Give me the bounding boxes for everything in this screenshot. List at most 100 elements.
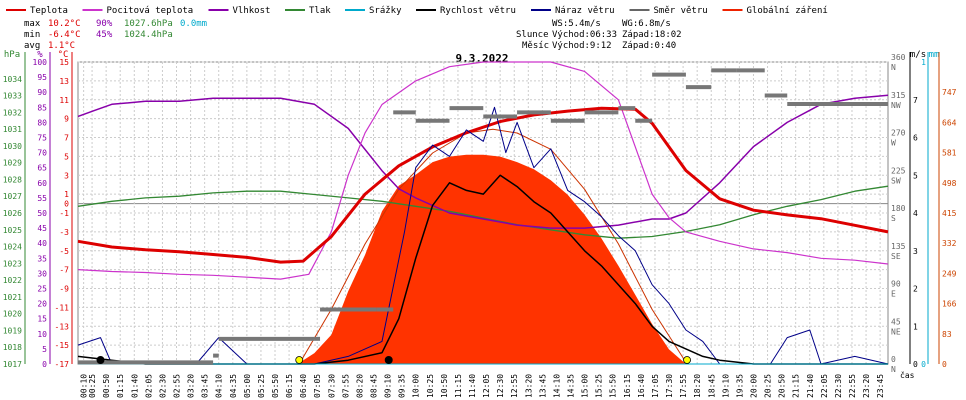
wind-dir-label-8: N [891, 63, 896, 72]
wind-speed-axis-tick-7: 7 [913, 96, 918, 105]
humidity-axis-tick-3: 15 [37, 315, 47, 324]
x-tick-label-37: 15:25 [595, 374, 604, 398]
temperature-axis-tick-4: -9 [59, 285, 69, 294]
radiation-axis-tick-1: 83 [942, 330, 952, 339]
legend-label-8: Globální záření [747, 6, 828, 16]
x-tick-label-47: 19:35 [735, 374, 744, 398]
info-sun-set: Západ:18:02 [622, 30, 682, 40]
temperature-axis-tick-14: 9 [64, 115, 69, 124]
temperature-axis-tick-16: 13 [59, 77, 69, 86]
x-tick-label-9: 03:45 [201, 374, 210, 398]
pressure-axis-tick-8: 1025 [3, 226, 22, 235]
pressure-axis-tick-0: 1017 [3, 360, 22, 369]
pressure-axis-tick-5: 1022 [3, 276, 22, 285]
temperature-axis-tick-3: -11 [55, 303, 70, 312]
legend-label-2: Vlhkost [233, 6, 271, 16]
x-tick-label-42: 17:30 [665, 374, 674, 398]
series-radiation-area [297, 154, 686, 364]
stat-min-temp: -6.4°C [48, 30, 81, 40]
wind-dir-tick-4: 180 [891, 204, 906, 213]
wind-dir-label-4: S [891, 214, 896, 223]
wind-dir-tick-7: 315 [891, 91, 906, 100]
info-moon-rise: Východ:9:12 [552, 41, 612, 51]
temperature-axis-tick-15: 11 [59, 96, 69, 105]
wind-dir-tick-3: 135 [891, 242, 906, 251]
wind-speed-axis-tick-5: 5 [913, 171, 918, 180]
temperature-axis-tick-17: 15 [59, 58, 69, 67]
x-tick-label-35: 14:35 [567, 374, 576, 398]
pressure-axis-tick-12: 1029 [3, 159, 22, 168]
x-tick-label-50: 20:50 [778, 374, 787, 398]
x-tick-label-21: 08:45 [370, 374, 379, 398]
legend: Teplota Pocitová teplota Vlhkost Tlak Srážky… [6, 6, 828, 16]
pressure-axis-tick-4: 1021 [3, 293, 22, 302]
x-tick-label-10: 04:10 [215, 374, 224, 398]
x-tick-label-13: 05:25 [257, 374, 266, 398]
humidity-axis-tick-13: 65 [37, 164, 47, 173]
x-tick-label-41: 17:05 [651, 374, 660, 398]
temperature-axis-tick-1: -15 [55, 341, 70, 350]
wind-dir-tick-5: 225 [891, 166, 906, 175]
wind-speed-axis-tick-1: 1 [913, 322, 918, 331]
x-tick-label-27: 11:15 [454, 374, 463, 398]
humidity-axis-tick-19: 95 [37, 73, 47, 82]
x-tick-label-51: 21:15 [792, 374, 801, 398]
x-tick-label-12: 05:00 [243, 374, 252, 398]
x-tick-label-30: 12:30 [496, 374, 505, 398]
temperature-axis-tick-9: 0 [64, 200, 69, 209]
wind-dir-label-2: E [891, 290, 896, 299]
pressure-axis-tick-15: 1032 [3, 108, 22, 117]
x-tick-label-40: 16:40 [637, 374, 646, 398]
wind-speed-axis-tick-3: 3 [913, 247, 918, 256]
x-tick-label-49: 20:25 [764, 374, 773, 398]
wind-dir-tick-1: 45 [891, 317, 901, 326]
x-tick-label-19: 07:55 [341, 374, 350, 398]
pressure-axis-unit: hPa [4, 50, 20, 60]
x-tick-label-31: 12:55 [510, 374, 519, 398]
info-sun-label: Slunce [516, 30, 549, 40]
x-tick-label-44: 18:20 [693, 374, 702, 398]
x-tick-label-4: 01:40 [130, 374, 139, 398]
x-tick-label-1: 00:25 [88, 374, 97, 398]
legend-label-7: Směr větru [654, 6, 708, 16]
x-tick-label-11: 04:35 [229, 374, 238, 398]
humidity-axis-tick-10: 50 [37, 209, 47, 218]
x-tick-label-18: 07:30 [327, 374, 336, 398]
pressure-axis-tick-7: 1024 [3, 243, 22, 252]
info-block: WS:5.4m/s WG:6.8m/s Slunce Východ:06:33 … [516, 19, 682, 51]
pressure-axis-tick-6: 1023 [3, 259, 22, 268]
x-tick-label-55: 22:55 [848, 374, 857, 398]
x-tick-label-39: 16:15 [623, 374, 632, 398]
x-tick-label-29: 12:05 [482, 374, 491, 398]
wind-dir-tick-8: 360 [891, 53, 906, 62]
series-temperature [77, 106, 889, 264]
humidity-axis-tick-0: 0 [42, 360, 47, 369]
x-tick-label-7: 02:55 [173, 374, 182, 398]
humidity-axis-tick-11: 55 [37, 194, 47, 203]
x-tick-label-24: 10:00 [412, 374, 421, 398]
humidity-axis-tick-8: 40 [37, 239, 47, 248]
radiation-axis-tick-8: 664 [942, 118, 957, 127]
x-tick-label-17: 07:05 [313, 374, 322, 398]
humidity-axis-tick-6: 30 [37, 269, 47, 278]
stat-max-pressure: 1027.6hPa [124, 19, 173, 29]
humidity-axis-tick-1: 5 [42, 345, 47, 354]
pressure-axis-tick-2: 1019 [3, 326, 22, 335]
sunset-marker [683, 356, 691, 364]
humidity-axis-tick-16: 80 [37, 118, 47, 127]
series-theoretical-radiation [298, 128, 688, 365]
humidity-axis-tick-15: 75 [37, 134, 47, 143]
legend-label-0: Teplota [30, 6, 68, 16]
sunrise-marker [295, 356, 304, 364]
radiation-axis-tick-9: 747 [942, 88, 957, 97]
wind-speed-axis-tick-2: 2 [913, 285, 918, 294]
moonrise-marker [384, 356, 393, 364]
radiation-axis-tick-0: 0 [942, 360, 947, 369]
wind-speed-axis-tick-4: 4 [913, 209, 918, 218]
stats-block: max 10.2°C 90% 1027.6hPa 0.0mm min -6.4°… [24, 19, 207, 51]
pressure-axis-tick-9: 1026 [3, 209, 22, 218]
x-tick-label-22: 09:10 [384, 374, 393, 398]
temperature-axis-tick-2: -13 [55, 322, 70, 331]
temperature-axis-tick-5: -7 [59, 266, 69, 275]
